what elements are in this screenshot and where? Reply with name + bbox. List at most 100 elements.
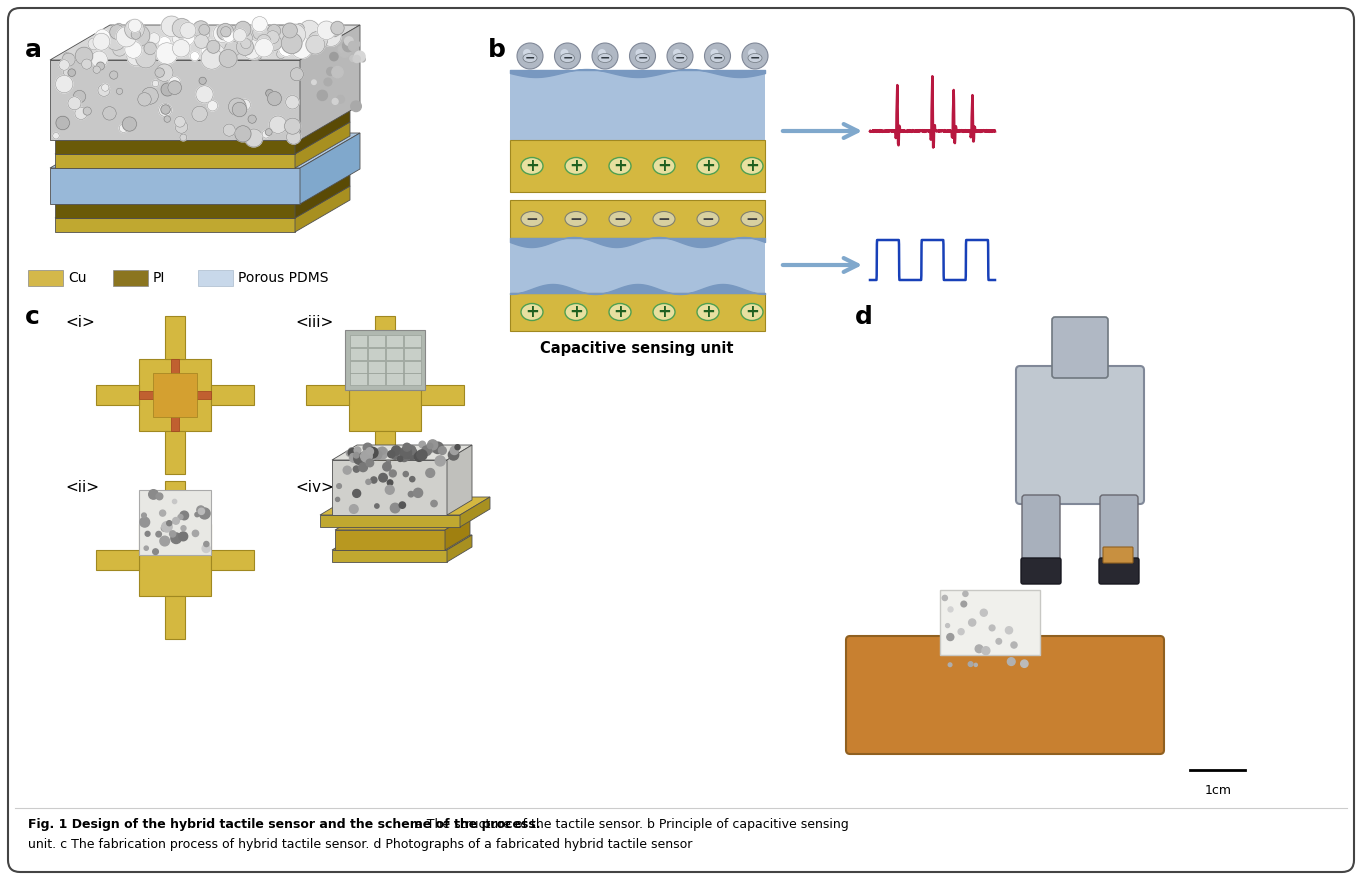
- Circle shape: [392, 446, 400, 455]
- Circle shape: [592, 43, 618, 69]
- Circle shape: [1011, 642, 1017, 648]
- Circle shape: [102, 106, 116, 120]
- Text: b: b: [488, 38, 505, 62]
- Circle shape: [343, 40, 354, 52]
- Ellipse shape: [598, 54, 612, 62]
- Circle shape: [448, 450, 459, 460]
- Circle shape: [388, 451, 395, 458]
- Bar: [940, 590, 1041, 655]
- Circle shape: [204, 44, 225, 64]
- FancyBboxPatch shape: [1099, 558, 1139, 584]
- Circle shape: [436, 456, 445, 466]
- Circle shape: [1008, 657, 1015, 665]
- Circle shape: [63, 53, 75, 66]
- Circle shape: [159, 510, 166, 517]
- Circle shape: [202, 30, 210, 38]
- Circle shape: [192, 106, 207, 121]
- Text: +: +: [613, 303, 627, 321]
- Text: −: −: [749, 52, 760, 64]
- Circle shape: [406, 445, 415, 455]
- Circle shape: [306, 35, 324, 54]
- Circle shape: [948, 607, 953, 612]
- Circle shape: [975, 645, 983, 653]
- Circle shape: [947, 634, 953, 641]
- Text: Fig. 1 Design of the hybrid tactile sensor and the scheme of the process.: Fig. 1 Design of the hybrid tactile sens…: [29, 818, 541, 831]
- Circle shape: [199, 509, 204, 515]
- Circle shape: [146, 532, 150, 536]
- Text: <ii>: <ii>: [65, 480, 99, 495]
- Circle shape: [116, 88, 123, 94]
- Circle shape: [455, 444, 460, 450]
- Circle shape: [166, 521, 172, 525]
- Circle shape: [173, 31, 189, 47]
- Circle shape: [409, 491, 414, 497]
- Circle shape: [191, 52, 199, 61]
- Bar: [139, 391, 211, 399]
- Circle shape: [109, 71, 118, 79]
- Circle shape: [234, 126, 251, 142]
- Circle shape: [176, 121, 188, 133]
- Circle shape: [376, 447, 388, 459]
- Circle shape: [63, 53, 71, 61]
- FancyBboxPatch shape: [1051, 317, 1109, 378]
- Circle shape: [241, 39, 251, 48]
- Circle shape: [350, 504, 358, 513]
- Circle shape: [116, 26, 136, 47]
- Circle shape: [192, 531, 199, 537]
- Circle shape: [153, 80, 159, 87]
- Circle shape: [379, 473, 387, 482]
- Circle shape: [178, 532, 188, 541]
- Circle shape: [428, 444, 433, 449]
- Circle shape: [270, 42, 278, 51]
- Bar: [211, 385, 253, 406]
- Ellipse shape: [609, 304, 631, 320]
- Circle shape: [262, 130, 270, 138]
- Circle shape: [426, 444, 434, 452]
- Circle shape: [144, 42, 157, 55]
- Circle shape: [157, 493, 163, 500]
- Bar: [368, 361, 384, 372]
- Ellipse shape: [673, 54, 686, 62]
- Bar: [306, 385, 349, 406]
- Circle shape: [223, 124, 236, 136]
- Text: −: −: [524, 52, 535, 64]
- Circle shape: [317, 21, 335, 40]
- Circle shape: [285, 24, 305, 45]
- Circle shape: [248, 115, 256, 123]
- Circle shape: [419, 441, 425, 448]
- Bar: [172, 359, 178, 431]
- Bar: [509, 238, 765, 293]
- Circle shape: [214, 53, 225, 64]
- Circle shape: [91, 51, 108, 68]
- Circle shape: [451, 446, 459, 455]
- Circle shape: [324, 78, 332, 86]
- Ellipse shape: [741, 211, 763, 226]
- Text: Triboelectric sensing unit: Triboelectric sensing unit: [533, 202, 742, 217]
- Circle shape: [598, 49, 606, 57]
- Circle shape: [400, 447, 411, 458]
- Polygon shape: [320, 497, 490, 515]
- Bar: [345, 330, 425, 390]
- Circle shape: [339, 46, 350, 57]
- Circle shape: [353, 466, 360, 473]
- Text: +: +: [569, 157, 583, 175]
- Ellipse shape: [741, 304, 763, 320]
- Polygon shape: [447, 445, 473, 515]
- Circle shape: [366, 480, 370, 484]
- Circle shape: [162, 522, 172, 532]
- Circle shape: [353, 55, 361, 62]
- Circle shape: [195, 34, 208, 48]
- Circle shape: [354, 453, 365, 465]
- Circle shape: [270, 116, 286, 134]
- Circle shape: [336, 484, 342, 488]
- Circle shape: [178, 30, 195, 46]
- Ellipse shape: [609, 158, 631, 174]
- Text: −: −: [526, 211, 538, 226]
- Circle shape: [144, 546, 148, 550]
- Circle shape: [1005, 627, 1012, 634]
- Circle shape: [153, 549, 158, 554]
- Circle shape: [63, 69, 71, 76]
- Circle shape: [414, 488, 422, 497]
- Circle shape: [255, 39, 274, 57]
- Polygon shape: [332, 535, 473, 550]
